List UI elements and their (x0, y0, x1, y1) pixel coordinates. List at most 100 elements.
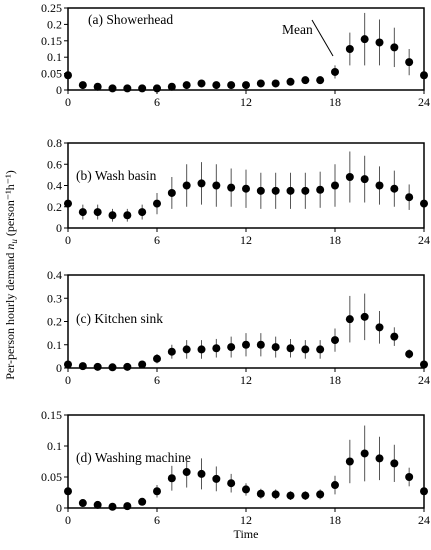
point (390, 332, 399, 341)
point (108, 363, 117, 372)
point (420, 487, 428, 496)
y-tick-label: 0 (56, 501, 62, 515)
point (390, 459, 399, 468)
point (256, 186, 265, 195)
point (78, 81, 87, 90)
point (108, 502, 117, 511)
point (331, 481, 339, 490)
y-tick-label: 0.15 (41, 408, 62, 422)
point (167, 347, 176, 356)
x-tick-label: 18 (329, 373, 341, 387)
point (227, 479, 236, 488)
x-tick-label: 6 (154, 373, 160, 387)
x-tick-label: 12 (240, 233, 252, 247)
y-tick-label: 0.2 (47, 200, 62, 214)
y-tick-label: 0.1 (47, 50, 62, 64)
point (123, 211, 132, 220)
point (197, 79, 206, 88)
y-tick-label: 0.2 (47, 315, 62, 329)
point (123, 84, 132, 93)
point (375, 323, 384, 332)
point (212, 81, 221, 90)
y-tick-label: 0.25 (41, 1, 62, 15)
point (286, 344, 295, 353)
point (286, 186, 295, 195)
point (375, 454, 384, 463)
point (405, 473, 414, 481)
point (331, 67, 339, 76)
annotation-line (311, 19, 334, 57)
point (64, 487, 72, 496)
point (390, 43, 399, 52)
point (301, 76, 310, 85)
x-tick-label: 12 (240, 95, 252, 109)
point (271, 343, 280, 352)
point (256, 79, 265, 88)
point (345, 173, 354, 181)
point (286, 491, 295, 500)
point (256, 340, 265, 349)
y-tick-label: 0 (56, 361, 62, 375)
point (242, 81, 250, 90)
point (345, 315, 354, 324)
point (108, 84, 117, 93)
x-tick-label: 12 (240, 513, 252, 527)
point (227, 81, 236, 90)
panel-title: (b) Wash basin (76, 168, 157, 183)
point (153, 199, 161, 208)
y-axis-label: Per-person hourly demand nu (person⁻¹h⁻¹… (3, 170, 20, 379)
point (108, 211, 117, 220)
x-tick-label: 6 (154, 233, 160, 247)
point (138, 84, 147, 93)
annotation: Mean (282, 22, 313, 37)
point (420, 360, 428, 369)
point (360, 175, 369, 184)
point (167, 82, 176, 91)
x-tick-label: 24 (418, 513, 430, 527)
point (316, 185, 325, 194)
x-tick-label: 6 (154, 95, 160, 109)
point (420, 71, 428, 80)
point (197, 469, 206, 478)
panel-title: (d) Washing machine (76, 450, 191, 465)
panel-title: (c) Kitchen sink (76, 311, 163, 326)
point (420, 199, 428, 208)
y-tick-label: 0.4 (47, 179, 62, 193)
point (301, 491, 310, 500)
point (375, 181, 384, 190)
x-axis-label: Time (234, 527, 259, 541)
point (360, 312, 369, 321)
point (64, 360, 72, 369)
point (138, 497, 147, 506)
point (182, 345, 191, 354)
point (212, 474, 221, 483)
point (182, 468, 191, 477)
y-tick-label: 0.2 (47, 17, 62, 31)
point (316, 76, 325, 85)
point (316, 490, 325, 499)
y-tick-label: 0 (56, 221, 62, 235)
x-tick-label: 0 (65, 233, 71, 247)
x-tick-label: 24 (418, 373, 430, 387)
point (64, 71, 72, 80)
point (123, 502, 132, 511)
point (123, 362, 132, 371)
point (375, 38, 384, 47)
point (316, 345, 325, 354)
point (153, 84, 161, 93)
point (167, 474, 176, 483)
point (331, 336, 339, 345)
point (78, 208, 87, 217)
x-tick-label: 0 (65, 513, 71, 527)
point (227, 343, 236, 352)
point (405, 193, 414, 202)
point (256, 489, 265, 498)
point (331, 181, 339, 190)
x-tick-label: 6 (154, 513, 160, 527)
point (64, 199, 72, 208)
y-tick-label: 0.05 (41, 470, 62, 484)
point (390, 184, 399, 193)
point (93, 500, 102, 509)
point (197, 179, 206, 188)
